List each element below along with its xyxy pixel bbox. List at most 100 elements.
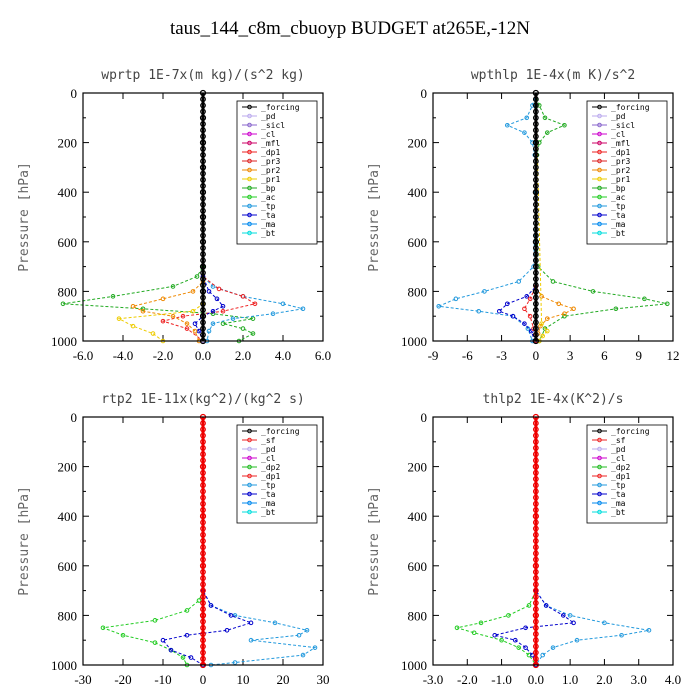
y-tick-label: 1000 — [401, 334, 427, 349]
forcing-marker — [200, 507, 206, 513]
series-point-dp1 — [526, 603, 532, 608]
forcing-marker — [200, 624, 206, 631]
forcing-marker — [200, 288, 206, 295]
forcing-marker — [532, 325, 539, 332]
series-point-bp — [220, 321, 226, 326]
x-tick-label: 20 — [277, 672, 290, 687]
forcing-marker — [200, 655, 206, 662]
series-point-bp — [562, 122, 567, 128]
series-point-tp — [602, 620, 607, 626]
series-point-tp — [476, 308, 482, 314]
legend-label: _sf — [611, 436, 626, 445]
series-line-pr2 — [535, 93, 575, 342]
series-point-dp1 — [527, 296, 533, 302]
legend-marker — [247, 221, 252, 227]
series-point-tp — [530, 103, 535, 108]
forcing-marker — [200, 145, 206, 152]
forcing-marker — [200, 488, 206, 495]
x-tick-label: 2.0 — [235, 348, 251, 363]
series-line-pr1 — [117, 93, 204, 342]
forcing-marker — [200, 469, 206, 476]
series-line-bp — [62, 93, 255, 342]
forcing-marker — [532, 631, 539, 637]
legend-label: _tp — [261, 481, 276, 490]
legend-marker — [247, 482, 252, 488]
forcing-marker — [532, 469, 539, 476]
forcing-marker — [200, 108, 206, 115]
y-tick-label: 400 — [408, 509, 428, 524]
series-line-pr2 — [131, 93, 204, 342]
forcing-marker — [532, 562, 539, 569]
forcing-marker — [200, 263, 206, 270]
series-point-bp — [642, 296, 647, 302]
series-line-tp — [202, 93, 304, 342]
legend-marker — [247, 500, 252, 506]
forcing-marker — [200, 269, 206, 276]
forcing-marker — [200, 587, 206, 594]
x-tick-label: 0 — [533, 348, 540, 363]
series-point-ta — [192, 321, 198, 326]
forcing-marker — [200, 525, 206, 532]
forcing-marker — [532, 556, 539, 563]
forcing-marker — [200, 276, 206, 282]
legend-marker — [597, 131, 602, 137]
forcing-marker — [532, 587, 539, 594]
legend-marker — [247, 212, 252, 218]
legend-label: _ma — [611, 220, 626, 229]
panel-rtp2: rtp2 1E-11x(kg^2)/(kg^2 s) Pressure [hPa]… — [17, 392, 330, 687]
forcing-marker — [532, 507, 539, 513]
series-point-bp — [210, 311, 216, 317]
y-tick-label: 800 — [58, 608, 78, 623]
series-point-dp1 — [184, 326, 190, 331]
legend-marker — [597, 122, 602, 128]
legend-marker — [247, 113, 252, 119]
series-point-dp1 — [527, 313, 533, 319]
legend-label: _ac — [261, 193, 276, 202]
forcing-marker — [200, 232, 206, 239]
legend-marker — [597, 212, 602, 218]
series-point-tp — [516, 279, 522, 284]
series-point-bp — [664, 301, 670, 307]
legend-marker — [247, 167, 252, 173]
series-point-tp — [619, 632, 624, 638]
series-point-ta — [214, 296, 220, 302]
series-point-tp — [522, 130, 527, 135]
legend-label: _cl — [611, 130, 626, 139]
y-tick-label: 800 — [408, 284, 428, 299]
forcing-marker — [200, 581, 206, 588]
plot-frame — [82, 416, 324, 666]
forcing-marker — [532, 482, 539, 489]
y-tick-label: 0 — [71, 86, 78, 101]
forcing-marker — [532, 643, 539, 650]
forcing-marker — [200, 282, 206, 289]
x-tick-label: -20 — [114, 672, 131, 687]
panel-title: rtp2 1E-11x(kg^2)/(kg^2 s) — [101, 392, 305, 407]
legend-label: _ma — [261, 499, 276, 508]
legend-label: _pr2 — [611, 166, 630, 175]
legend-label: _cl — [261, 130, 276, 139]
series-point-ta — [160, 637, 166, 643]
series-line-dp1 — [523, 93, 537, 342]
series-point-ta — [560, 613, 566, 618]
forcing-marker — [200, 133, 206, 140]
series-point-dp1 — [471, 630, 477, 636]
legend-label: _dp1 — [611, 472, 630, 481]
forcing-marker — [532, 476, 539, 482]
series-point-dp1 — [240, 294, 246, 299]
forcing-marker — [532, 550, 539, 557]
legend-label: _pr3 — [261, 157, 280, 166]
y-axis-label: Pressure [hPa] — [367, 162, 382, 272]
legend-label: _cl — [611, 454, 626, 463]
legend-marker — [247, 194, 252, 200]
y-tick-label: 1000 — [401, 658, 427, 673]
series-point-tp — [248, 637, 254, 643]
series-line-dp1 — [456, 417, 537, 666]
plot-frame — [82, 92, 324, 342]
forcing-marker — [532, 426, 539, 433]
legend-label: _sicl — [611, 121, 635, 130]
series-point-tp — [206, 328, 212, 334]
series-point-dp1 — [184, 608, 190, 613]
plot-frame — [432, 92, 674, 342]
forcing-marker — [532, 575, 539, 582]
